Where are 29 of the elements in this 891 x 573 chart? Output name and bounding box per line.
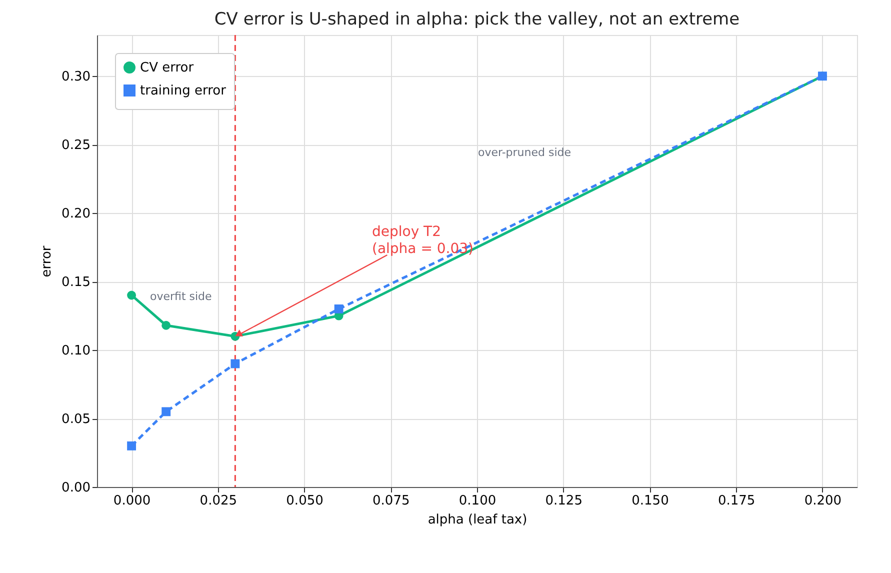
x-axis-title: alpha (leaf tax) [428, 512, 528, 528]
y-tick-label: 0.30 [62, 70, 90, 85]
point [334, 304, 344, 314]
chart-title: CV error is U-shaped in alpha: pick the valley, not an extreme [214, 9, 740, 30]
x-tick-label: 0.100 [458, 494, 496, 508]
x-tick-label: 0.125 [545, 494, 582, 508]
x-tick-label: 0.075 [372, 494, 410, 508]
x-tick-label: 0.025 [200, 494, 238, 508]
legend-label: training error [140, 84, 227, 98]
y-axis-title: error [40, 245, 55, 278]
point [162, 320, 171, 330]
y-tick-label: 0.05 [62, 412, 90, 428]
annotation: over-pruned side [478, 146, 572, 159]
y-tick-label: 0.10 [62, 344, 90, 359]
point [127, 441, 136, 450]
x-tick-label: 0.050 [286, 494, 324, 508]
y-tick-label: 0.20 [62, 206, 90, 222]
point [230, 359, 240, 368]
point [127, 290, 136, 300]
x-tick-label: 0.000 [113, 494, 151, 508]
y-tick-label: 0.25 [62, 138, 90, 154]
y-tick-label: 0.00 [62, 480, 90, 496]
point [162, 407, 171, 416]
legend-label: CV error [140, 60, 194, 76]
x-tick-label: 0.150 [632, 494, 669, 508]
x-tick-label: 0.200 [804, 494, 842, 508]
annotation: overfit side [150, 290, 212, 303]
x-tick-label: 0.175 [718, 494, 756, 508]
y-tick-label: 0.15 [62, 275, 90, 290]
